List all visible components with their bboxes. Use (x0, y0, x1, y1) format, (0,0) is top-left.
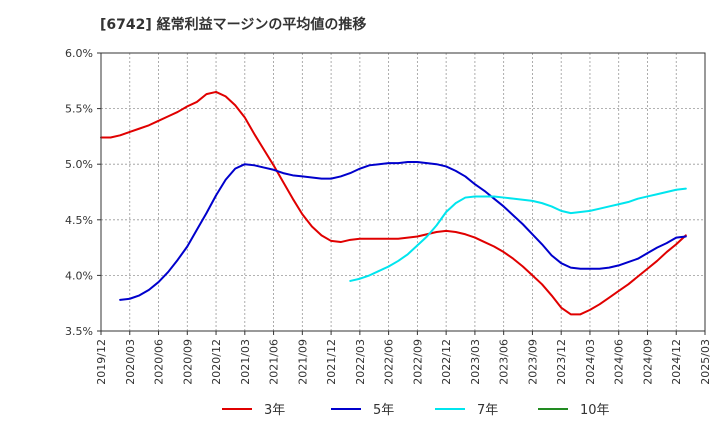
legend-label-3: 10年 (580, 403, 610, 418)
x-tick-label: 2023/06 (498, 339, 511, 385)
x-tick-label: 2021/09 (296, 339, 309, 385)
x-tick-label: 2019/12 (95, 339, 108, 385)
y-tick-label: 5.0% (65, 158, 93, 171)
x-axis: 2019/12 2020/03 2020/06 2020/09 2020/12 2021/… (95, 331, 712, 385)
series-line-2 (349, 187, 687, 282)
x-tick-label: 2020/12 (210, 339, 223, 385)
x-tick-label: 2024/06 (613, 339, 626, 385)
y-tick-label: 3.5% (65, 325, 93, 338)
y-tick-label: 4.0% (65, 269, 93, 282)
series-line-1 (119, 160, 687, 301)
x-tick-label: 2024/12 (670, 339, 683, 385)
x-tick-label: 2020/06 (153, 339, 166, 385)
y-tick-label: 4.5% (65, 214, 93, 227)
x-tick-label: 2020/09 (181, 339, 194, 385)
x-tick-label: 2022/03 (354, 339, 367, 385)
x-tick-label: 2021/06 (268, 339, 281, 385)
x-tick-label: 2020/03 (124, 339, 137, 385)
y-tick-label: 6.0% (65, 47, 93, 60)
x-tick-label: 2022/12 (440, 339, 453, 385)
legend-label-1: 5年 (373, 403, 394, 418)
x-tick-label: 2023/09 (526, 339, 539, 385)
x-tick-label: 2021/12 (325, 339, 338, 385)
plot-border (100, 52, 706, 332)
x-tick-label: 2025/03 (699, 339, 712, 385)
legend-label-0: 3年 (264, 403, 285, 418)
x-tick-label: 2024/09 (641, 339, 654, 385)
y-tick-label: 5.5% (65, 103, 93, 116)
x-tick-label: 2023/12 (555, 339, 568, 385)
x-tick-label: 2022/06 (383, 339, 396, 385)
series-layer (100, 90, 687, 316)
series-line-0 (100, 90, 687, 316)
x-tick-label: 2024/03 (584, 339, 597, 385)
chart-title: [6742] 経常利益マージンの平均値の推移 (100, 17, 367, 33)
legend-label-2: 7年 (477, 403, 498, 418)
x-tick-label: 2021/03 (239, 339, 252, 385)
plot-background (101, 53, 705, 331)
x-tick-label: 2023/03 (469, 339, 482, 385)
x-tick-label: 2022/09 (411, 339, 424, 385)
legend: 3年 5年 7年 10年 (222, 403, 610, 418)
y-axis: 3.5% 4.0% 4.5% 5.0% 5.5% 6.0% (65, 47, 101, 338)
